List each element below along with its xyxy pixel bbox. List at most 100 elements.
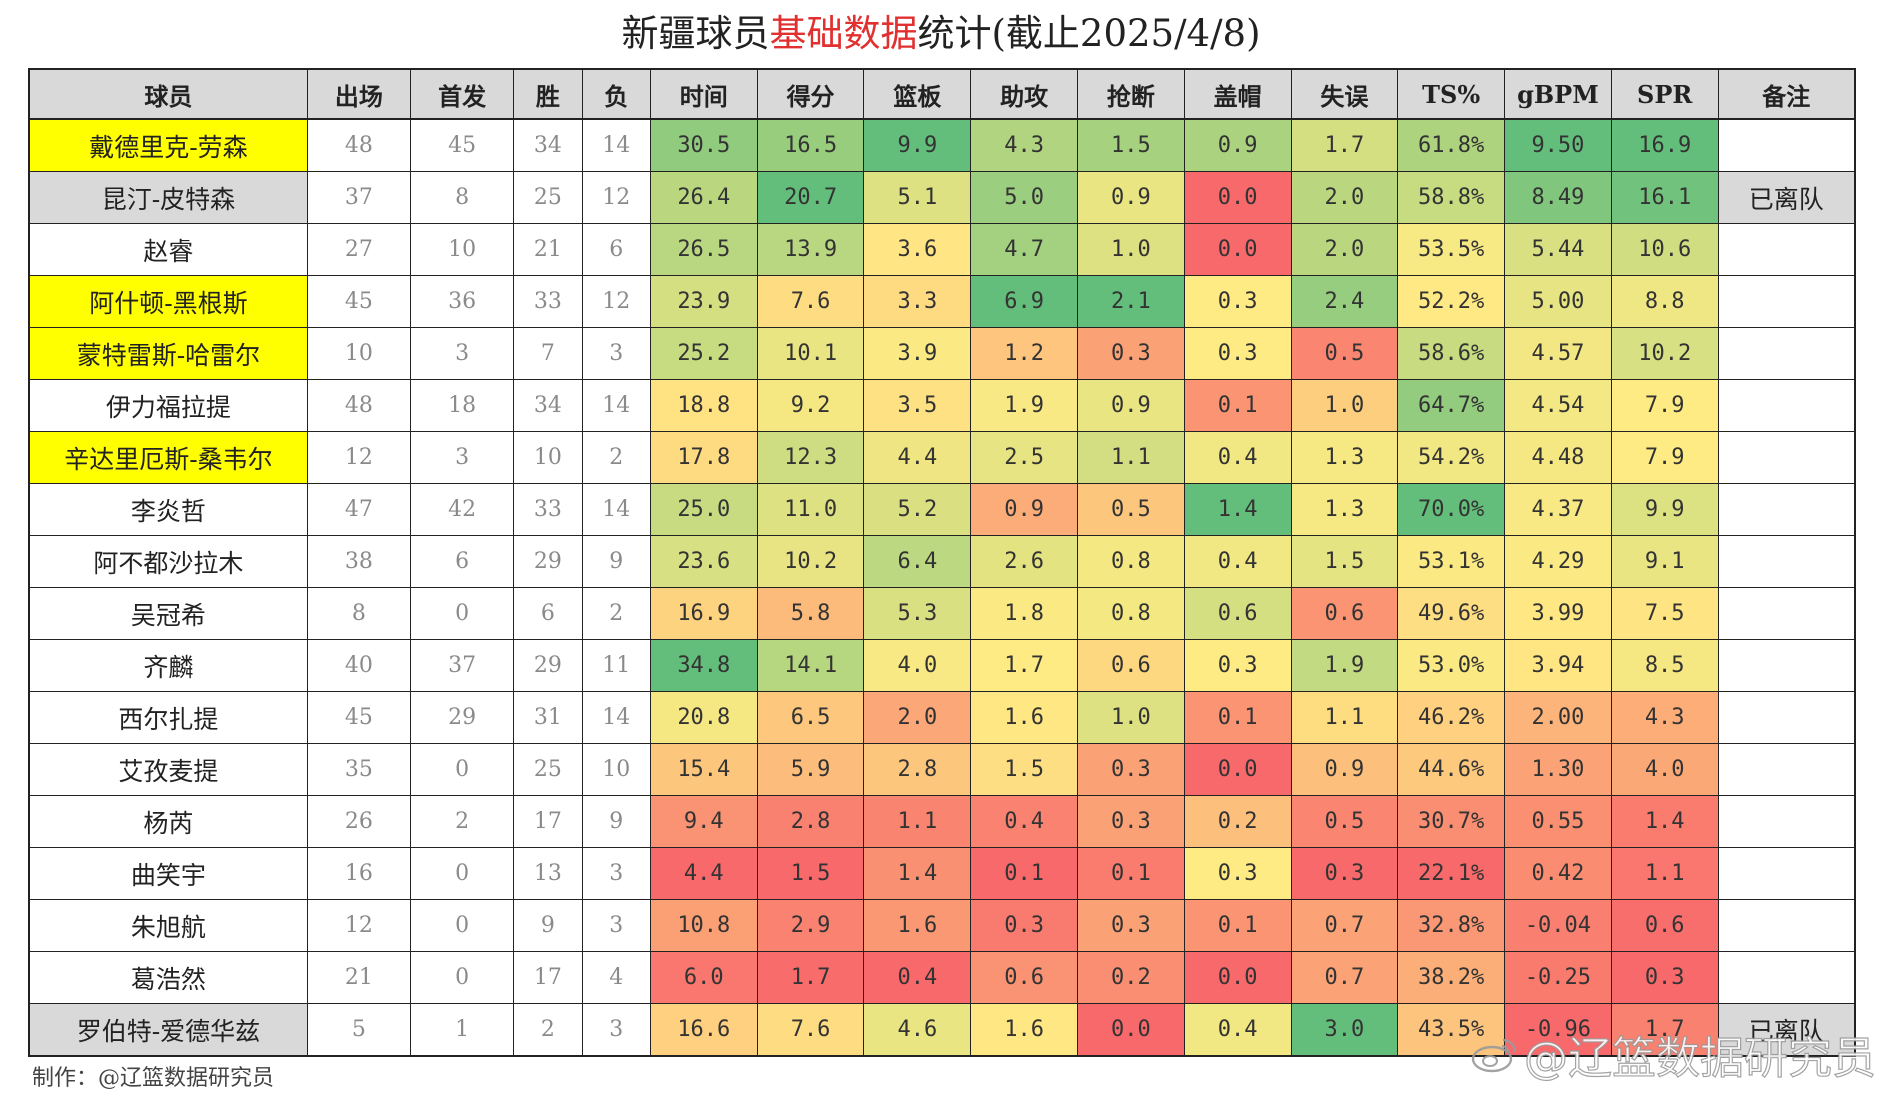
cell-reb: 1.6 bbox=[863, 899, 972, 952]
table-row: 蒙特雷斯-哈雷尔 10 3 7 3 25.2 10.1 3.9 1.2 0.3 0.3 0.5 58.6… bbox=[27, 327, 1856, 380]
note-cell bbox=[1717, 691, 1856, 744]
cell-l: 10 bbox=[581, 743, 651, 796]
note-cell bbox=[1717, 795, 1856, 848]
table-row: 朱旭航 12 0 9 3 10.8 2.9 1.6 0.3 0.3 0.1 0.7 32.8% -0.04… bbox=[27, 899, 1856, 952]
cell-min: 6.0 bbox=[649, 951, 758, 1004]
cell-stl: 0.9 bbox=[1076, 171, 1185, 224]
cell-gs: 10 bbox=[409, 223, 515, 276]
cell-gs: 0 bbox=[409, 951, 515, 1004]
cell-gp: 48 bbox=[306, 118, 412, 172]
cell-spr: 7.5 bbox=[1610, 587, 1719, 640]
cell-gbpm: 2.00 bbox=[1504, 691, 1612, 744]
cell-reb: 1.1 bbox=[863, 795, 972, 848]
cell-pts: 1.5 bbox=[756, 847, 865, 900]
cell-gs: 0 bbox=[409, 899, 515, 952]
note-cell bbox=[1717, 587, 1856, 640]
cell-l: 9 bbox=[581, 795, 651, 848]
cell-pts: 12.3 bbox=[756, 431, 865, 484]
col-header: gBPM bbox=[1504, 68, 1612, 120]
cell-blk: 0.0 bbox=[1183, 223, 1292, 276]
cell-min: 17.8 bbox=[649, 431, 758, 484]
cell-pts: 2.8 bbox=[756, 795, 865, 848]
cell-pts: 13.9 bbox=[756, 223, 865, 276]
cell-l: 14 bbox=[581, 379, 651, 432]
cell-stl: 1.0 bbox=[1076, 223, 1185, 276]
cell-spr: 8.5 bbox=[1610, 639, 1719, 692]
cell-ast: 5.0 bbox=[970, 171, 1078, 224]
cell-pts: 10.1 bbox=[756, 327, 865, 380]
cell-pts: 7.6 bbox=[756, 1003, 865, 1057]
cell-reb: 6.4 bbox=[863, 535, 972, 588]
table-row: 西尔扎提 45 29 31 14 20.8 6.5 2.0 1.6 1.0 0.1 1.1 46.2% 2… bbox=[27, 691, 1856, 744]
player-name-cell: 齐麟 bbox=[27, 639, 308, 692]
cell-tov: 0.7 bbox=[1290, 899, 1399, 952]
cell-blk: 0.6 bbox=[1183, 587, 1292, 640]
cell-blk: 0.3 bbox=[1183, 275, 1292, 328]
credit-text: 制作：@辽篮数据研究员 bbox=[32, 1066, 275, 1091]
cell-blk: 0.0 bbox=[1183, 171, 1292, 224]
player-name-cell: 辛达里厄斯-桑韦尔 bbox=[27, 431, 308, 484]
cell-spr: 10.2 bbox=[1610, 327, 1719, 380]
cell-spr: 16.9 bbox=[1610, 118, 1719, 172]
cell-min: 25.2 bbox=[649, 327, 758, 380]
table-row: 齐麟 40 37 29 11 34.8 14.1 4.0 1.7 0.6 0.3 1.9 53.0% 3.… bbox=[27, 639, 1856, 692]
header-row: 球员 出场 首发 胜 负 时间 得分 篮板 助攻 抢断 盖帽 失误 TS% gB… bbox=[27, 68, 1856, 120]
cell-gp: 40 bbox=[306, 639, 412, 692]
player-name-cell: 罗伯特-爱德华兹 bbox=[27, 1003, 308, 1057]
cell-min: 15.4 bbox=[649, 743, 758, 796]
cell-l: 14 bbox=[581, 483, 651, 536]
cell-tov: 1.1 bbox=[1290, 691, 1399, 744]
col-header: 得分 bbox=[756, 68, 865, 120]
cell-l: 3 bbox=[581, 1003, 651, 1057]
cell-pts: 14.1 bbox=[756, 639, 865, 692]
cell-blk: 0.0 bbox=[1183, 951, 1292, 1004]
cell-tov: 0.7 bbox=[1290, 951, 1399, 1004]
cell-gbpm: 5.44 bbox=[1504, 223, 1612, 276]
cell-gs: 6 bbox=[409, 535, 515, 588]
cell-gp: 8 bbox=[306, 587, 412, 640]
cell-ast: 1.6 bbox=[970, 691, 1078, 744]
cell-w: 10 bbox=[513, 431, 583, 484]
note-cell bbox=[1717, 223, 1856, 276]
cell-ast: 1.9 bbox=[970, 379, 1078, 432]
player-name-cell: 葛浩然 bbox=[27, 951, 308, 1004]
cell-gs: 36 bbox=[409, 275, 515, 328]
player-name-cell: 昆汀-皮特森 bbox=[27, 171, 308, 224]
note-cell bbox=[1717, 847, 1856, 900]
cell-spr: 16.1 bbox=[1610, 171, 1719, 224]
cell-w: 9 bbox=[513, 899, 583, 952]
watermark-text: @辽篮数据研究员 bbox=[1523, 1032, 1876, 1084]
table-row: 阿不都沙拉木 38 6 29 9 23.6 10.2 6.4 2.6 0.8 0.4 1.5 53.1%… bbox=[27, 535, 1856, 588]
table-row: 辛达里厄斯-桑韦尔 12 3 10 2 17.8 12.3 4.4 2.5 1.1 0.4 1.3 54… bbox=[27, 431, 1856, 484]
cell-pts: 2.9 bbox=[756, 899, 865, 952]
cell-w: 33 bbox=[513, 275, 583, 328]
note-cell: 已离队 bbox=[1717, 171, 1856, 224]
cell-ts: 53.1% bbox=[1397, 535, 1506, 588]
col-header: 助攻 bbox=[970, 68, 1078, 120]
stats-table: 球员 出场 首发 胜 负 时间 得分 篮板 助攻 抢断 盖帽 失误 TS% gB… bbox=[27, 68, 1856, 1057]
cell-blk: 0.3 bbox=[1183, 847, 1292, 900]
cell-l: 6 bbox=[581, 223, 651, 276]
cell-min: 34.8 bbox=[649, 639, 758, 692]
cell-ts: 54.2% bbox=[1397, 431, 1506, 484]
cell-tov: 0.6 bbox=[1290, 587, 1399, 640]
table-row: 艾孜麦提 35 0 25 10 15.4 5.9 2.8 1.5 0.3 0.0 0.9 44.6% 1.… bbox=[27, 743, 1856, 796]
player-name-cell: 西尔扎提 bbox=[27, 691, 308, 744]
cell-ast: 1.8 bbox=[970, 587, 1078, 640]
cell-ts: 30.7% bbox=[1397, 795, 1506, 848]
cell-l: 3 bbox=[581, 899, 651, 952]
cell-min: 23.9 bbox=[649, 275, 758, 328]
cell-pts: 5.8 bbox=[756, 587, 865, 640]
cell-tov: 0.9 bbox=[1290, 743, 1399, 796]
cell-gs: 29 bbox=[409, 691, 515, 744]
cell-l: 9 bbox=[581, 535, 651, 588]
chart-title: 新疆球员基础数据统计(截止2025/4/8) bbox=[0, 8, 1882, 60]
cell-gbpm: 9.50 bbox=[1504, 118, 1612, 172]
cell-gs: 42 bbox=[409, 483, 515, 536]
note-cell: 已离队 bbox=[1717, 1003, 1856, 1057]
table-row: 杨芮 26 2 17 9 9.4 2.8 1.1 0.4 0.3 0.2 0.5 30.7% 0.55 1.… bbox=[27, 795, 1856, 848]
cell-spr: 4.0 bbox=[1610, 743, 1719, 796]
cell-gbpm: 4.57 bbox=[1504, 327, 1612, 380]
cell-spr: 0.6 bbox=[1610, 899, 1719, 952]
table-row: 罗伯特-爱德华兹 5 1 2 3 16.6 7.6 4.6 1.6 0.0 0.4 3.0 43.5% -… bbox=[27, 1003, 1856, 1057]
